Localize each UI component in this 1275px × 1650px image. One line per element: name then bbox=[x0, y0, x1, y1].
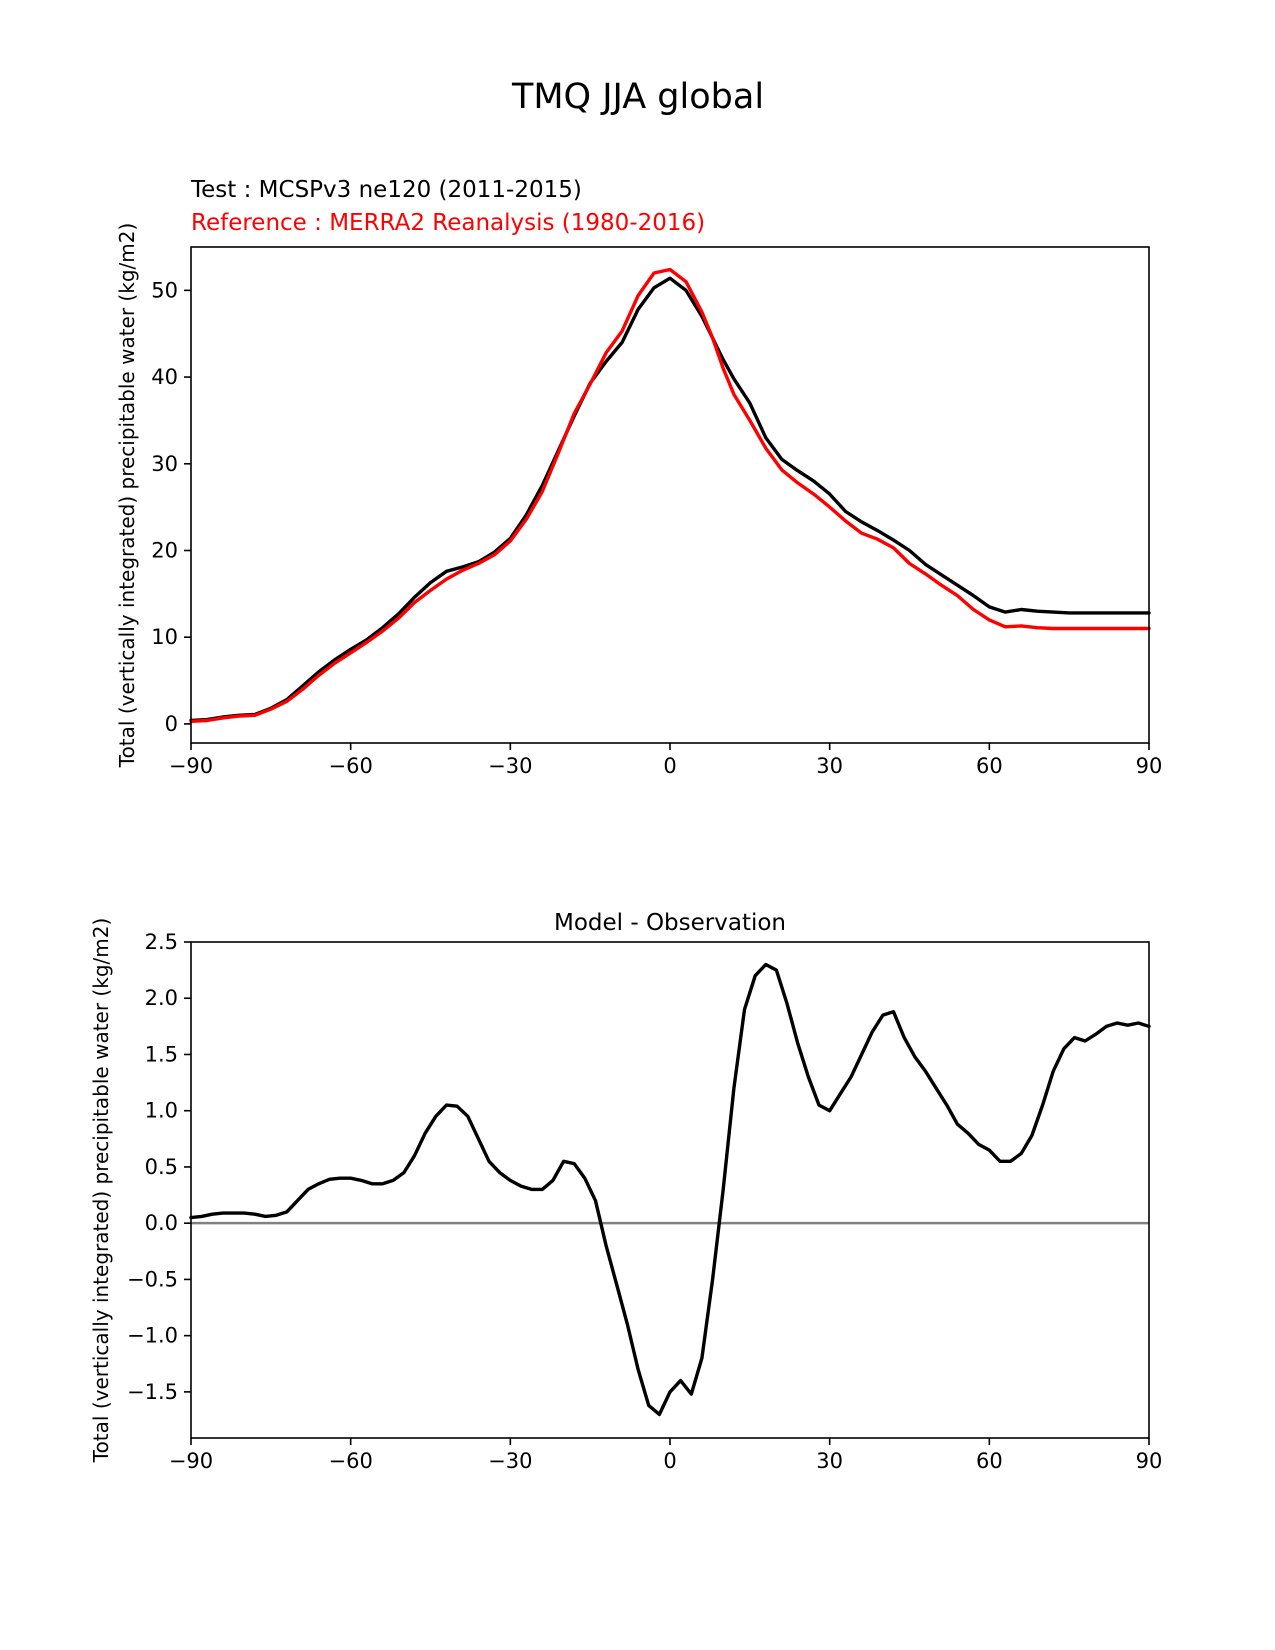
y-tick-label: 1.0 bbox=[145, 1099, 178, 1123]
x-tick-label: −60 bbox=[329, 1449, 373, 1473]
y-tick-label: 0.0 bbox=[145, 1211, 178, 1235]
x-tick-label: −30 bbox=[488, 1449, 532, 1473]
y-tick-label: −1.5 bbox=[127, 1380, 178, 1404]
y-tick-label: 0 bbox=[165, 712, 178, 736]
figure-title: TMQ JJA global bbox=[511, 77, 764, 117]
x-tick-label: 30 bbox=[816, 1449, 843, 1473]
y-tick-label: 30 bbox=[151, 452, 178, 476]
y-tick-label: 10 bbox=[151, 625, 178, 649]
y-tick-label: −0.5 bbox=[127, 1267, 178, 1291]
x-tick-label: 0 bbox=[663, 1449, 676, 1473]
y-tick-label: 2.5 bbox=[145, 930, 178, 954]
y-tick-label: 2.0 bbox=[145, 986, 178, 1010]
series-line-test bbox=[189, 962, 1151, 1417]
y-tick-label: 20 bbox=[151, 538, 178, 562]
difference-panel: Model - Observation −90 −60 −30 0 30 60 90 −1.5 −… bbox=[89, 910, 1162, 1473]
panel-title: Model - Observation bbox=[554, 910, 786, 936]
y-axis-label: Total (vertically integrated) precipitab… bbox=[115, 223, 139, 769]
reference-legend-label: Reference : MERRA2 Reanalysis (1980-2016… bbox=[191, 210, 705, 236]
x-tick-label: −30 bbox=[488, 754, 532, 778]
x-tick-label: −90 bbox=[169, 754, 213, 778]
y-axis-label: Total (vertically integrated) precipitab… bbox=[89, 918, 113, 1464]
y-tick-label: 0.5 bbox=[145, 1155, 178, 1179]
x-tick-label: 60 bbox=[976, 754, 1003, 778]
x-tick-label: 30 bbox=[816, 754, 843, 778]
test-legend-label: Test : MCSPv3 ne120 (2011-2015) bbox=[190, 177, 582, 203]
x-tick-label: 90 bbox=[1136, 754, 1163, 778]
series-line-reference bbox=[189, 267, 1151, 723]
x-tick-label: −90 bbox=[169, 1449, 213, 1473]
y-tick-label: −1.0 bbox=[127, 1324, 178, 1348]
y-tick-label: 1.5 bbox=[145, 1042, 178, 1066]
y-tick-label: 50 bbox=[151, 278, 178, 302]
x-tick-label: 0 bbox=[663, 754, 676, 778]
top-panel: −90 −60 −30 0 30 60 90 0 10 20 30 40 50 Total (vertic… bbox=[115, 223, 1162, 778]
x-tick-label: −60 bbox=[329, 754, 373, 778]
x-tick-label: 90 bbox=[1136, 1449, 1163, 1473]
series-line-test bbox=[189, 276, 1151, 723]
x-tick-label: 60 bbox=[976, 1449, 1003, 1473]
y-tick-label: 40 bbox=[151, 365, 178, 389]
